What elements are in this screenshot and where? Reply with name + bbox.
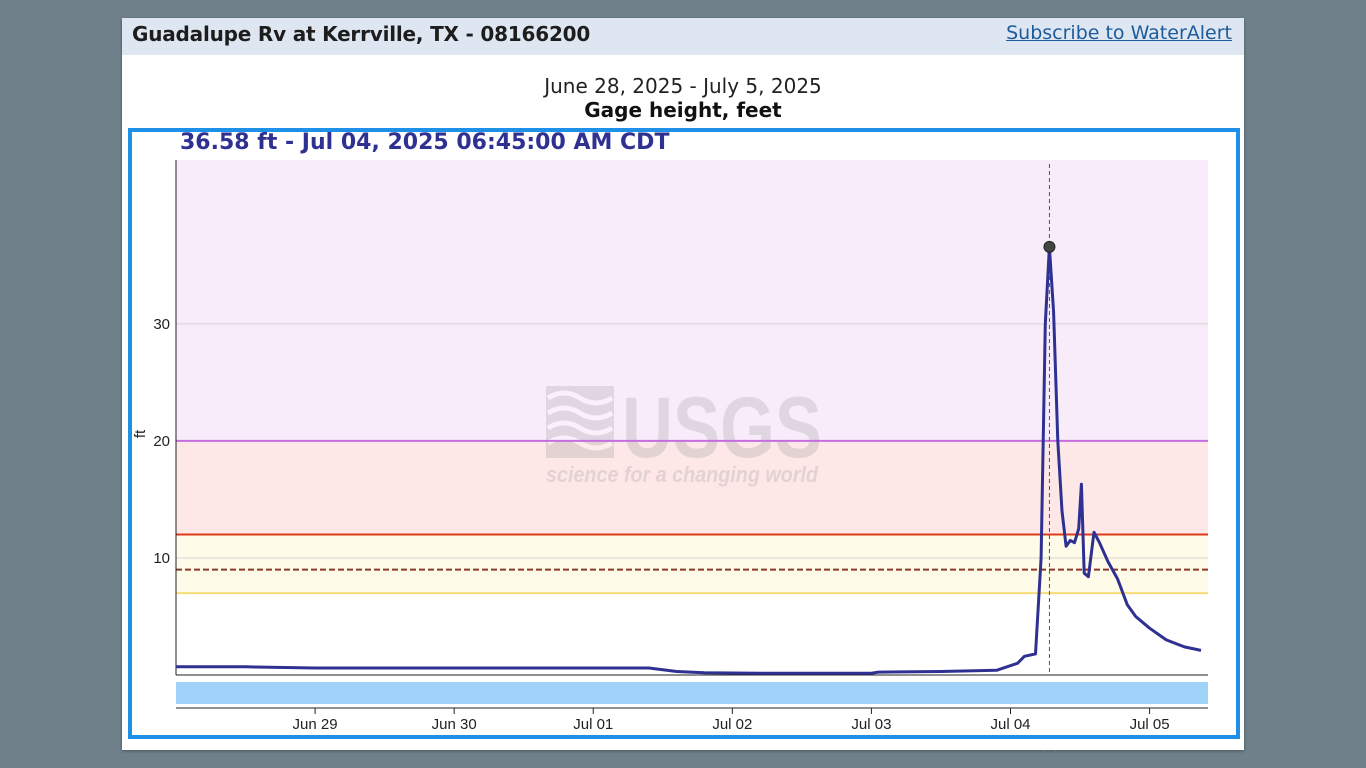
site-title: Guadalupe Rv at Kerrville, TX - 08166200	[132, 22, 591, 46]
usgs-wave	[546, 405, 614, 421]
usgs-logo-waves	[546, 386, 614, 458]
subscribe-wateralert-link[interactable]: Subscribe to WaterAlert	[1006, 22, 1232, 44]
usgs-wave	[546, 390, 614, 406]
x-tick-label: Jun 30	[432, 716, 477, 733]
card-header: Guadalupe Rv at Kerrville, TX - 08166200…	[122, 18, 1244, 55]
brush-strip[interactable]	[176, 682, 1208, 704]
usgs-tagline: science for a changing world	[546, 462, 818, 487]
usgs-watermark-text: USGS	[622, 380, 822, 476]
band-red	[176, 440, 1208, 535]
y-axis-label: ft	[132, 429, 149, 438]
chart-frame	[128, 128, 1240, 739]
highlight-point	[1043, 240, 1056, 253]
x-tick-label: Jun 29	[293, 716, 338, 733]
x-tick-label: Jul 03	[851, 716, 891, 733]
parameter-title: Gage height, feet	[584, 98, 782, 122]
tooltip-readout: 36.58 ft - Jul 04, 2025 06:45:00 AM CDT	[180, 130, 670, 155]
band-purple	[176, 160, 1208, 441]
date-range-title: June 28, 2025 - July 5, 2025	[544, 74, 822, 98]
usgs-wave	[546, 420, 614, 436]
y-tick-label: 30	[153, 316, 170, 333]
y-tick-label: 10	[153, 550, 170, 567]
brush-handle-icon[interactable]	[1042, 742, 1056, 751]
band-yellow	[176, 534, 1208, 594]
x-tick-label: Jul 04	[990, 716, 1030, 733]
y-tick-label: 20	[153, 433, 170, 450]
usgs-wave	[546, 435, 614, 451]
x-tick-label: Jul 02	[712, 716, 752, 733]
x-tick-label: Jul 01	[573, 716, 613, 733]
x-tick-label: Jul 05	[1130, 716, 1170, 733]
